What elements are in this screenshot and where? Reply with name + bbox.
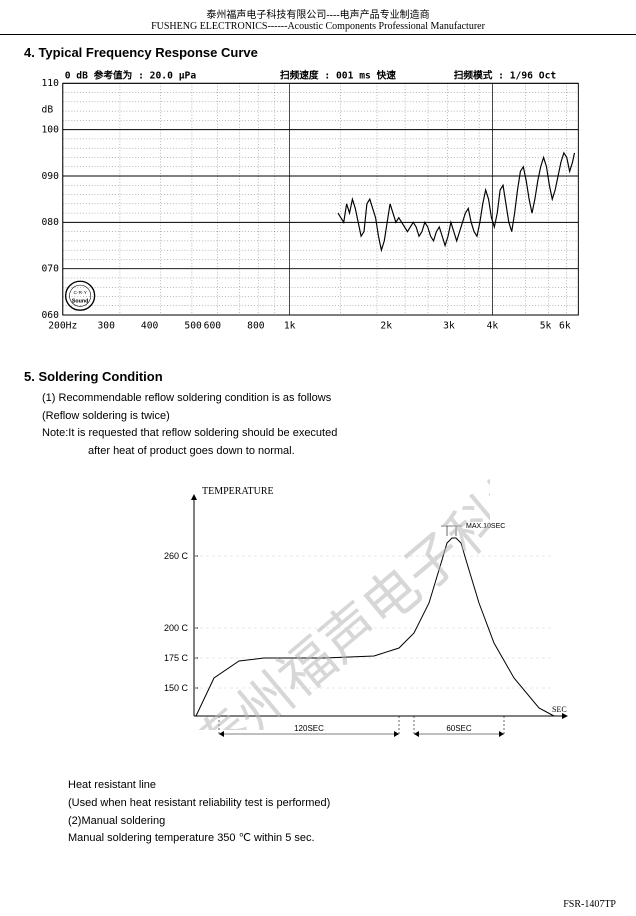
svg-text:C·R·Y: C·R·Y	[73, 290, 87, 296]
svg-text:TEMPERATURE: TEMPERATURE	[202, 486, 274, 497]
svg-text:5k: 5k	[540, 321, 552, 332]
svg-text:1k: 1k	[284, 321, 296, 332]
reflow-line1: (1) Recommendable reflow soldering condi…	[42, 390, 612, 408]
section5: 5. Soldering Condition (1) Recommendable…	[24, 369, 612, 848]
content: 4. Typical Frequency Response Curve 0600…	[0, 35, 636, 848]
frequency-response-chart: 060 070 080 090 100 110 200Hz 300 400 500600 800 1k…	[28, 64, 588, 344]
svg-text:260 C: 260 C	[164, 551, 189, 561]
section5-text-block: (1) Recommendable reflow soldering condi…	[42, 390, 612, 460]
svg-text:500: 500	[184, 321, 202, 332]
svg-text:120SEC: 120SEC	[294, 724, 324, 733]
svg-text:060: 060	[41, 310, 59, 321]
svg-text:070: 070	[41, 264, 59, 275]
svg-text:6k: 6k	[559, 321, 571, 332]
svg-text:400: 400	[141, 321, 159, 332]
heat-resistant-note: (Used when heat resistant reliability te…	[68, 795, 612, 813]
svg-text:dB: dB	[42, 104, 54, 115]
reflow-line4: after heat of product goes down to norma…	[88, 443, 612, 461]
header-chinese: 泰州福声电子科技有限公司----电声产品专业制造商	[0, 6, 636, 21]
section5-title: 5. Soldering Condition	[24, 369, 612, 384]
svg-text:175 C: 175 C	[164, 653, 189, 663]
svg-text:2k: 2k	[380, 321, 392, 332]
svg-text:090: 090	[41, 171, 59, 182]
page-header: 泰州福声电子科技有限公司----电声产品专业制造商 FUSHENG ELECTR…	[0, 0, 636, 35]
header-english: FUSHENG ELECTRONICS------Acoustic Compon…	[0, 21, 636, 32]
svg-text:SEC: SEC	[552, 705, 567, 714]
footer-part-code: FSR-1407TP	[563, 899, 616, 910]
svg-text:100: 100	[41, 125, 59, 136]
svg-text:扫频模式 : 1/96 Oct: 扫频模式 : 1/96 Oct	[454, 69, 557, 81]
svg-text:60SEC: 60SEC	[446, 724, 472, 733]
svg-text:110: 110	[41, 78, 59, 89]
manual-soldering-heading: (2)Manual soldering	[68, 813, 612, 831]
svg-text:4k: 4k	[487, 321, 499, 332]
section4-title: 4. Typical Frequency Response Curve	[24, 45, 612, 60]
svg-text:200Hz: 200Hz	[48, 321, 77, 332]
svg-text:MAX.10SEC: MAX.10SEC	[466, 523, 505, 530]
svg-text:3k: 3k	[443, 321, 455, 332]
svg-text:600: 600	[204, 321, 222, 332]
section5-bottom-block: Heat resistant line (Used when heat resi…	[68, 777, 612, 847]
svg-text:0 dB 参考值为 : 20.0 μPa: 0 dB 参考值为 : 20.0 μPa	[65, 69, 197, 81]
svg-text:300: 300	[97, 321, 115, 332]
svg-text:800: 800	[247, 321, 265, 332]
reflow-line2: (Reflow soldering is twice)	[42, 408, 612, 426]
svg-text:200 C: 200 C	[164, 623, 189, 633]
svg-text:扫频速度 : 001 ms 快速: 扫频速度 : 001 ms 快速	[280, 69, 396, 81]
manual-soldering-spec: Manual soldering temperature 350 ℃ withi…	[68, 830, 612, 848]
svg-text:150 C: 150 C	[164, 683, 189, 693]
heat-resistant-line: Heat resistant line	[68, 777, 612, 795]
reflow-line3: Note:It is requested that reflow solderi…	[42, 425, 612, 443]
svg-text:Sound: Sound	[72, 298, 88, 304]
reflow-profile-chart: TEMPERATURE SEC 150 C 175 C 200 C 260 C MAX.10…	[144, 468, 574, 758]
svg-text:080: 080	[41, 217, 59, 228]
